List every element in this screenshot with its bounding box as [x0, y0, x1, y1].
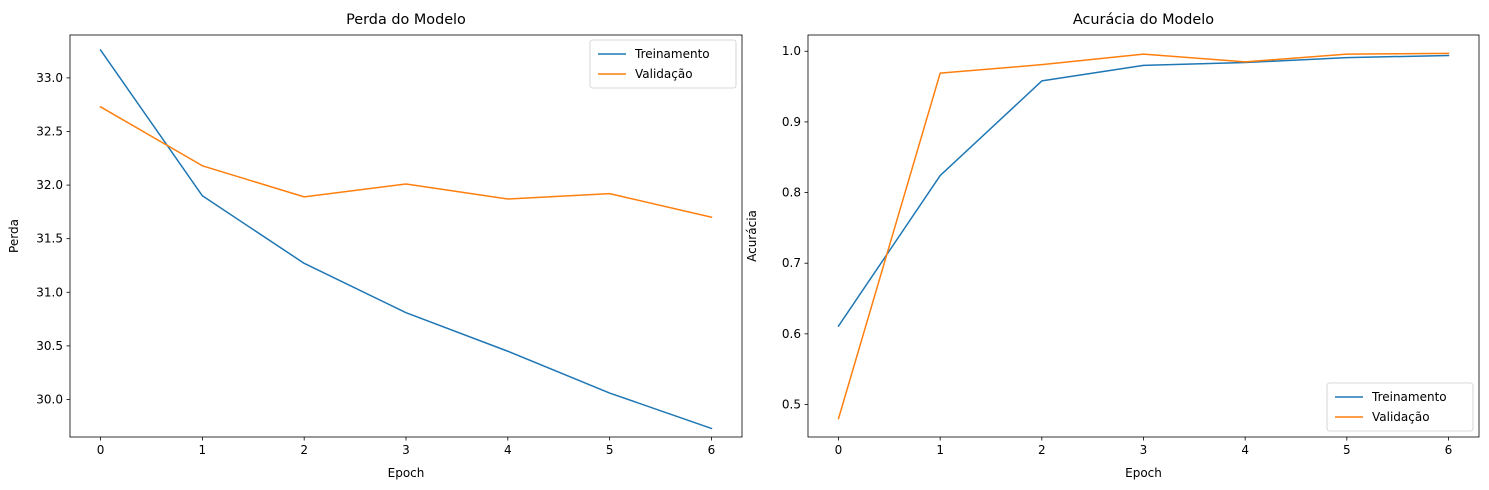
legend: Treinamento Validação	[589, 39, 737, 89]
y-tick-label: 0.8	[782, 186, 801, 200]
y-tick-label: 30.5	[36, 339, 63, 353]
x-axis-label: Epoch	[388, 466, 425, 480]
x-tick-label: 4	[1241, 443, 1249, 457]
x-tick-label: 6	[708, 443, 716, 457]
x-tick-label: 6	[1445, 443, 1453, 457]
y-tick-label: 0.6	[782, 327, 801, 341]
x-tick-label: 2	[1038, 443, 1046, 457]
subplot-2: Acurácia do Modelo 0 1 2 3 4 5 6 0.5 0.6 0.7 0.8 0.9…	[745, 12, 1480, 480]
legend-box	[1326, 382, 1474, 432]
x-axis-label: Epoch	[1125, 466, 1162, 480]
x-tick-label: 3	[1140, 443, 1148, 457]
subplot-1: Perda do Modelo 0 1 2 3 4 5 6 30.0 30.5 31.0 31.5 32…	[7, 12, 743, 480]
series-line-train	[99, 48, 713, 430]
y-tick-label: 32.0	[36, 178, 63, 192]
legend-box	[589, 39, 737, 89]
legend: Treinamento Validação	[1326, 382, 1474, 432]
x-tick-label: 3	[402, 443, 410, 457]
chart-title: Perda do Modelo	[346, 12, 466, 28]
y-tick-label: 31.0	[36, 285, 63, 299]
plot-frame	[807, 34, 1480, 438]
legend-label: Validação	[1372, 410, 1430, 424]
y-tick-label: 0.7	[782, 256, 801, 270]
y-tick-label: 33.0	[36, 71, 63, 85]
legend-label: Validação	[635, 67, 693, 81]
y-tick-label: 1.0	[782, 44, 801, 58]
y-tick-label: 30.0	[36, 392, 63, 406]
x-tick-label: 0	[97, 443, 105, 457]
plot-frame	[69, 34, 743, 438]
legend-label: Treinamento	[634, 47, 710, 61]
x-tick-label: 0	[835, 443, 843, 457]
chart-title: Acurácia do Modelo	[1073, 12, 1214, 28]
y-axis-label: Acurácia	[745, 210, 759, 262]
y-tick-label: 32.5	[36, 124, 63, 138]
series-line-train	[837, 54, 1450, 328]
y-tick-label: 31.5	[36, 232, 63, 246]
x-tick-label: 1	[936, 443, 944, 457]
x-tick-label: 5	[606, 443, 614, 457]
x-tick-label: 4	[504, 443, 512, 457]
y-tick-label: 0.5	[782, 398, 801, 412]
legend-label: Treinamento	[1371, 390, 1447, 404]
x-tick-label: 5	[1343, 443, 1351, 457]
x-tick-label: 2	[300, 443, 308, 457]
series-line-val	[837, 52, 1450, 420]
series-line-val	[99, 105, 713, 219]
y-axis-label: Perda	[7, 219, 21, 253]
x-tick-label: 1	[199, 443, 207, 457]
y-tick-label: 0.9	[782, 115, 801, 129]
